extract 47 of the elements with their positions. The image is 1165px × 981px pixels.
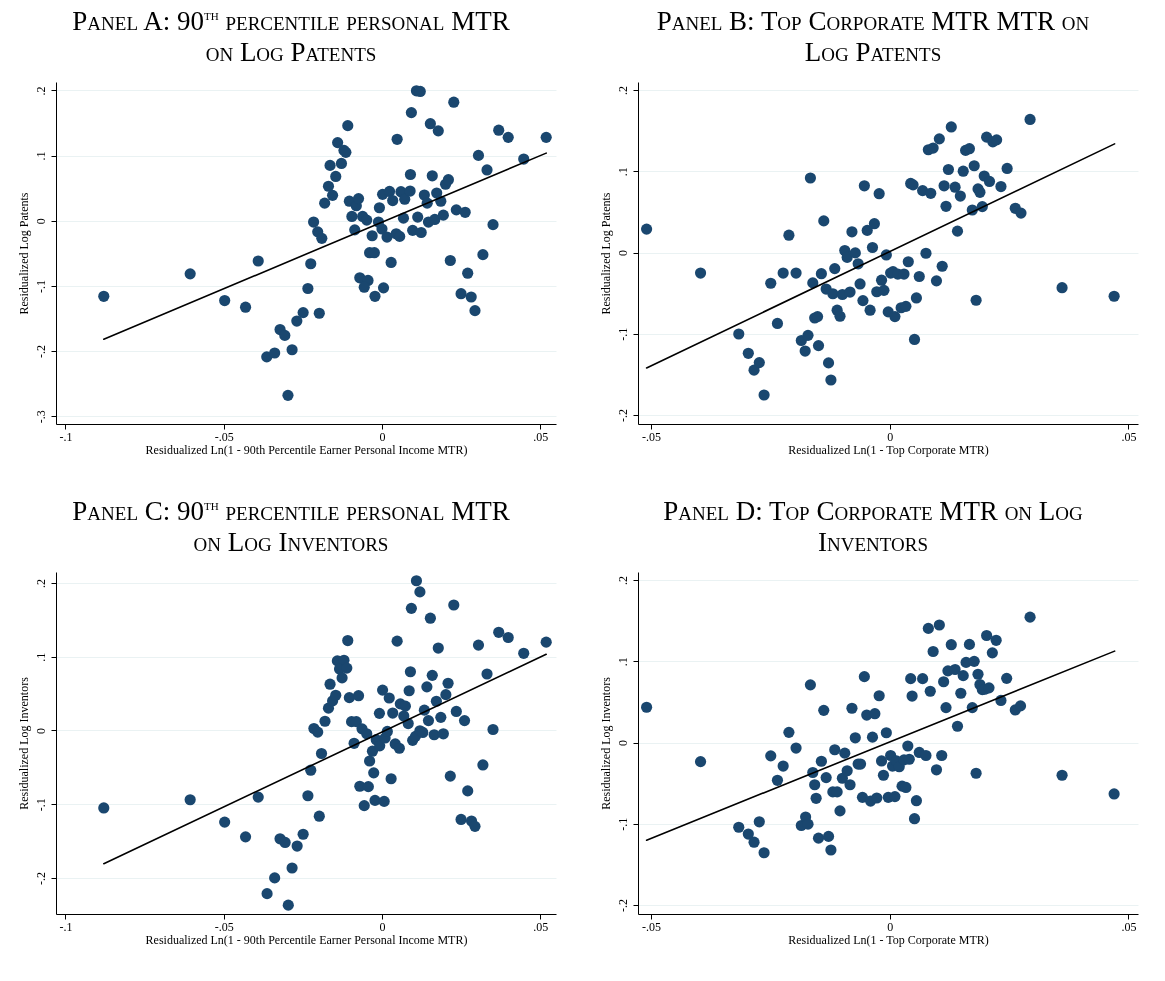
y-tick-label: 0 [33, 727, 47, 734]
y-tick-label: 0 [33, 218, 47, 225]
x-tick-label: -.05 [641, 429, 661, 444]
y-axis-title: Residualized Log Patents [598, 192, 612, 315]
x-tick-label: .05 [1120, 919, 1136, 934]
x-tick-label: -.05 [214, 429, 234, 444]
y-tick-label: -.1 [33, 798, 47, 812]
y-axis-title: Residualized Log Inventors [598, 676, 612, 810]
chart-title: Panel D: Top Corporate MTR on Log Inventors [662, 496, 1084, 559]
y-tick-label: -.2 [33, 871, 47, 885]
y-tick-label: -.2 [615, 899, 629, 913]
y-tick-label: -.1 [33, 279, 47, 293]
y-tick-label: -.2 [615, 409, 629, 423]
y-tick-label: .2 [615, 576, 629, 586]
y-axis-title: Residualized Log Inventors [16, 676, 30, 810]
x-axis-title: Residualized Ln(1 - 90th Percentile Earner Personal Income MTR) [145, 442, 467, 457]
x-tick-label: .05 [1120, 429, 1136, 444]
y-tick-label: -.1 [615, 817, 629, 831]
x-tick-label: 0 [886, 919, 893, 934]
chart-title: Panel C: 90$^{th}$ percentile personal MTR on Log Inventors [71, 496, 511, 559]
x-axis-title: Residualized Ln(1 - Top Corporate MTR) [787, 932, 989, 947]
x-tick-label: 0 [378, 429, 385, 444]
y-tick-label: .1 [615, 167, 629, 177]
x-tick-label: 0 [886, 429, 893, 444]
y-tick-label: .1 [33, 652, 47, 662]
y-tick-label: -.1 [615, 327, 629, 341]
x-axis-title: Residualized Ln(1 - 90th Percentile Earner Personal Income MTR) [145, 932, 467, 947]
y-tick-label: .2 [33, 579, 47, 589]
y-tick-label: 0 [615, 740, 629, 747]
x-tick-label: 0 [378, 919, 385, 934]
x-axis-title: Residualized Ln(1 - Top Corporate MTR) [787, 442, 989, 457]
x-tick-label: -.05 [641, 919, 661, 934]
y-tick-label: .1 [615, 657, 629, 667]
y-tick-label: 0 [615, 250, 629, 257]
y-tick-label: .2 [33, 86, 47, 96]
y-tick-label: .1 [33, 151, 47, 161]
y-tick-label: -.3 [33, 410, 47, 424]
x-tick-label: -.05 [214, 919, 234, 934]
x-tick-label: -.1 [58, 429, 72, 444]
y-tick-label: .2 [615, 86, 629, 96]
chart-title: Panel A: 90$^{th}$ percentile personal MTR on Log Patents [71, 6, 511, 69]
x-tick-label: -.1 [58, 919, 72, 934]
chart-title: Panel B: Top Corporate MTR MTR on Log Patents [655, 6, 1091, 69]
x-tick-label: .05 [532, 919, 548, 934]
y-axis-title: Residualized Log Patents [16, 192, 30, 315]
y-tick-label: -.2 [33, 345, 47, 359]
x-tick-label: .05 [532, 429, 548, 444]
